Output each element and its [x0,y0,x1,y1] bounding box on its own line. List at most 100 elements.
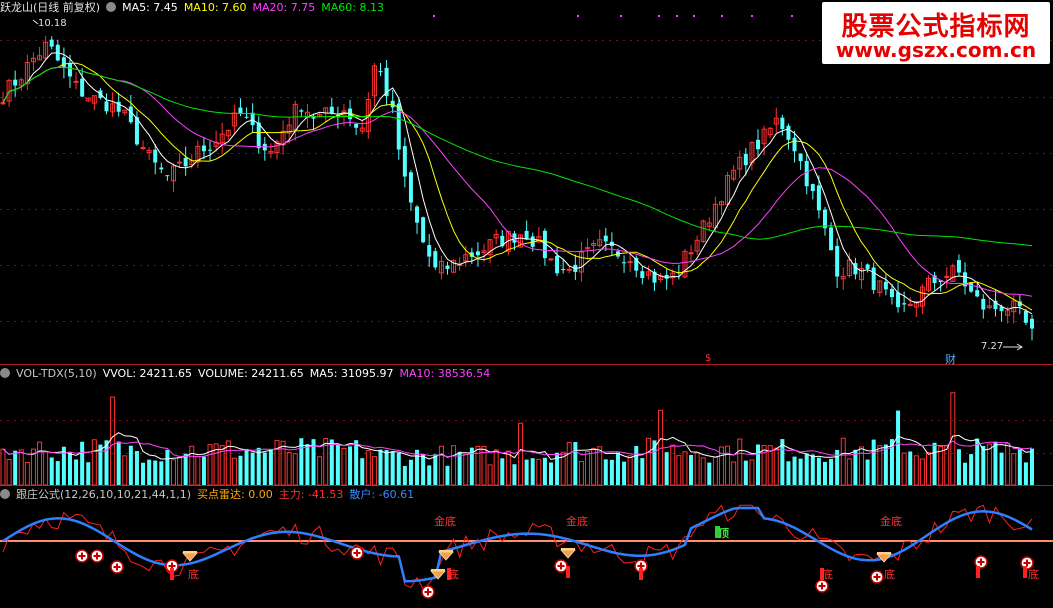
volume-bar-down [256,447,261,485]
candle-down [932,275,937,284]
candle-down [116,101,121,112]
volume-bar-down [1030,448,1034,485]
buy-plus-icon[interactable] [974,555,988,569]
candle-down [822,209,827,229]
volume-bar-down [1017,449,1022,485]
candle-up [840,275,846,280]
buy-plus-icon[interactable] [870,570,884,584]
ma20-line [2,66,1033,297]
candle-down [250,112,255,126]
signal-di-3: 底 [822,568,833,581]
volume-bar-up [6,459,12,486]
volume-bar-down [853,449,858,485]
candle-down [500,235,505,247]
candle-up [91,95,97,104]
diamond-icon [876,552,892,563]
volume-bar-down [743,460,748,485]
zhuli-value: 主力: -41.53 [278,488,344,501]
candle-up [706,222,712,227]
volume-bar-up [901,452,907,486]
candle-down [792,137,797,152]
volume-bar-up [280,440,286,486]
volume-bar-up [925,452,931,486]
signal-bar [820,568,824,580]
volume-bar-down [756,444,761,485]
signal-dot [676,15,678,17]
candle-up [1005,310,1011,316]
volume-bar-down [390,451,395,485]
volume-bar-up [1005,442,1011,486]
volume-bar-down [384,450,389,485]
candle-up [371,65,377,97]
ma10-line [2,62,1033,311]
buy-plus-cross [78,552,86,560]
candle-up [627,261,633,264]
candle-down [786,125,791,140]
volume-pane-header: VOL-TDX(5,10) VVOL: 24211.65 VOLUME: 24211… [0,366,496,382]
candle-down [183,157,188,167]
buy-plus-icon[interactable] [90,549,104,563]
candle-down [311,116,316,119]
volume-bar-up [986,443,992,486]
signal-bar [1023,566,1027,578]
indicator-name[interactable]: 跟庄公式(12,26,10,10,21,44,1,1) [16,488,192,501]
radar-value: 买点雷达: 0.00 [197,488,273,501]
signal-di-1: 底 [188,568,199,581]
candle-down [902,303,907,305]
buy-plus-cross [93,552,101,560]
candle-up [18,79,24,87]
vol-indicator-name[interactable]: VOL-TDX(5,10) [16,367,97,380]
signal-bar [170,568,174,580]
candle-up [859,267,865,281]
finance-event-label[interactable]: 财 [945,353,956,366]
dollar-marker[interactable]: $ [705,353,712,364]
candle-down [853,263,858,275]
volume-bar-down [689,454,694,485]
volume-bar-down [889,439,894,485]
volume-bar-up [718,446,724,486]
candle-up [773,117,779,125]
volume-bar-up [170,459,176,486]
candle-down [475,251,480,256]
candle-up [505,231,511,252]
volume-bar-down [354,440,359,485]
buy-plus-icon[interactable] [421,585,435,599]
volume-bar-down [244,448,249,485]
volume-bar-down [707,462,712,485]
volume-bar-down [524,459,529,485]
settings-circle-icon[interactable] [0,368,10,378]
buy-plus-icon[interactable] [110,560,124,574]
buy-plus-icon[interactable] [554,559,568,573]
candle-down [640,271,645,279]
buy-plus-icon[interactable] [634,559,648,573]
candle-down [354,123,359,128]
vvol-value: VVOL: 24211.65 [102,367,193,380]
candle-down [883,281,888,290]
candle-up [731,169,737,180]
volume-bar-down [1023,462,1028,485]
volume-bars [0,392,1034,486]
volume-bar-up [566,442,572,486]
volume-bar-up [365,450,371,486]
buy-plus-icon[interactable] [75,549,89,563]
buy-plus-icon[interactable] [350,546,364,560]
volume-bar-down [615,452,620,485]
settings-circle-icon[interactable] [0,489,10,499]
candle-up [682,250,688,278]
volume-bar-up [700,457,706,486]
volume-bar-down [634,446,639,485]
volume-bar-down [835,449,840,485]
stock-title[interactable]: 跃龙山(日线 前复权) [0,1,101,14]
candle-down [244,116,249,118]
settings-circle-icon[interactable] [106,2,117,12]
buy-plus-cross [818,582,826,590]
volume-bar-up [682,451,688,486]
candle-up [737,156,743,170]
candle-down [104,101,109,112]
volume-bar-up [919,458,925,486]
volume-bar-up [438,445,444,486]
signal-jindi-1: 金底 [434,515,456,528]
volume-bar-down [335,444,340,485]
volume-bar-down [530,458,535,485]
